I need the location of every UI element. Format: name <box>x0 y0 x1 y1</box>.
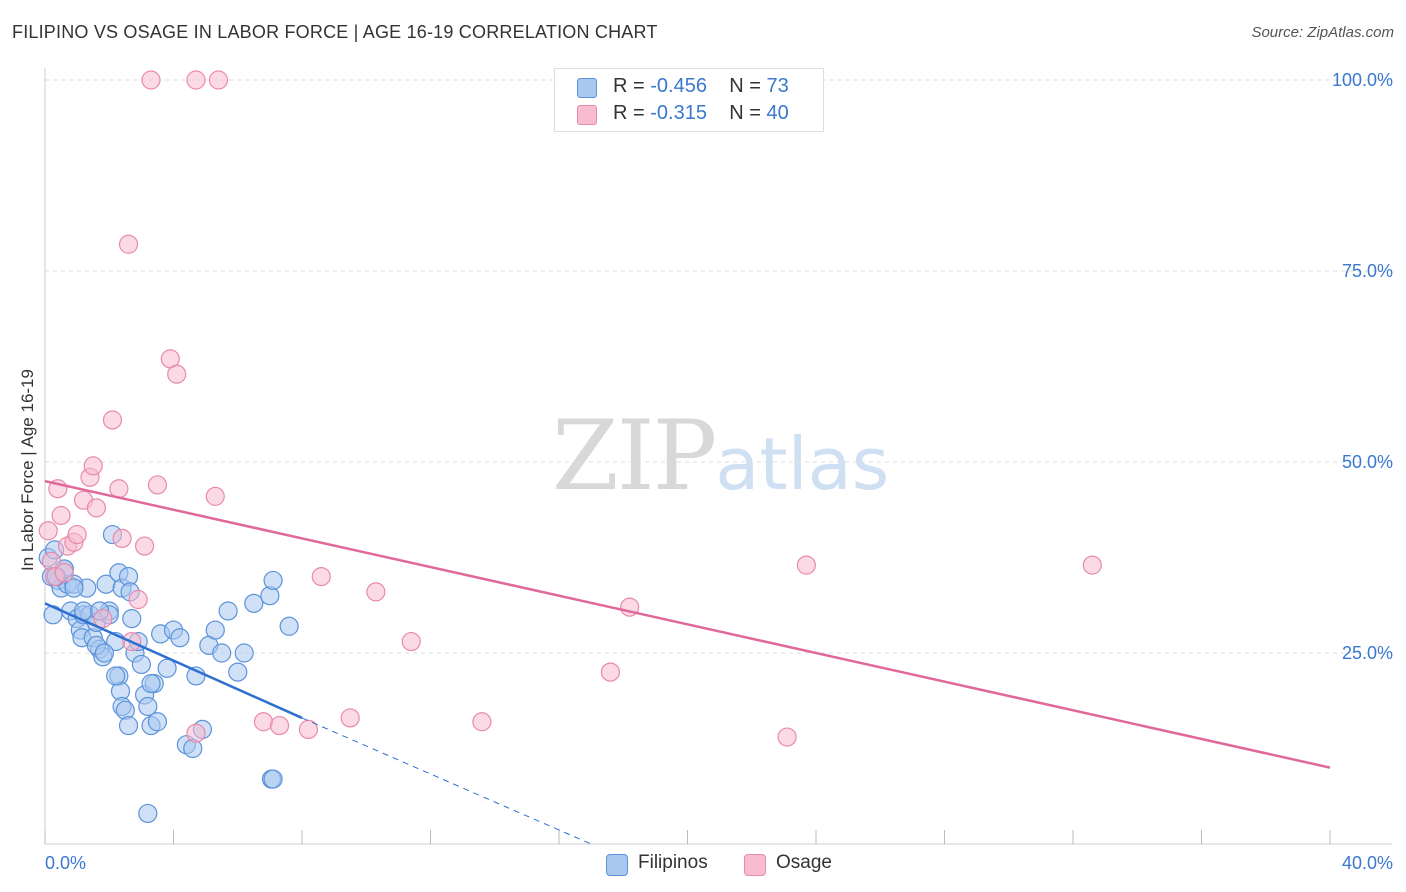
filipinos-point <box>94 643 115 663</box>
r-label: R = <box>613 102 645 124</box>
n-label: N = <box>729 75 761 97</box>
osage-point <box>401 631 421 652</box>
osage-point <box>83 456 103 476</box>
osage-point <box>54 563 74 583</box>
filipinos-point <box>244 593 264 613</box>
filipinos-point <box>234 643 254 663</box>
osage-point <box>205 486 225 506</box>
osage-point <box>777 727 797 747</box>
filipinos-point <box>138 696 158 717</box>
filipinos-trend-line <box>44 602 303 720</box>
series-legend: Filipinos Osage <box>0 852 1406 878</box>
filipinos-point <box>205 620 225 640</box>
filipinos-point <box>263 570 283 591</box>
filipinos-point <box>141 673 161 694</box>
osage-point <box>51 505 71 526</box>
osage-point <box>141 70 161 90</box>
legend-label-osage: Osage <box>776 852 832 873</box>
y-tick-label: 100.0% <box>1332 70 1393 90</box>
watermark-atlas: atlas <box>715 422 890 506</box>
r-value: -0.315 <box>650 102 707 124</box>
r-label: R = <box>613 75 645 97</box>
filipinos-point <box>170 628 190 648</box>
y-axis-label: In Labor Force | Age 16-19 <box>18 369 37 571</box>
y-tick-label: 25.0% <box>1342 643 1393 663</box>
osage-point <box>128 589 148 610</box>
osage-point <box>796 555 816 575</box>
filipinos-point <box>218 601 238 621</box>
filipinos-point <box>263 769 283 789</box>
osage-point <box>167 364 187 384</box>
osage-point <box>1082 555 1102 575</box>
osage-point <box>186 70 206 90</box>
filipinos-point <box>279 616 299 636</box>
filipinos-point <box>228 662 248 682</box>
osage-swatch <box>577 105 597 125</box>
filipinos-point <box>106 666 126 686</box>
osage-point <box>269 715 290 736</box>
osage-point <box>118 234 139 254</box>
filipinos-point <box>64 578 84 598</box>
osage-point <box>93 609 113 629</box>
x-tick-label: 40.0% <box>1342 853 1393 873</box>
watermark: ZIPatlas <box>552 400 889 512</box>
osage-point <box>86 498 107 518</box>
osage-point <box>102 410 123 430</box>
osage-trend-line <box>44 479 1331 769</box>
correlation-legend: R = -0.456 N = 73 R = -0.315 N = 40 <box>554 68 824 132</box>
filipinos-point <box>157 658 177 678</box>
osage-legend-swatch <box>744 854 766 876</box>
filipinos-legend-swatch <box>606 854 628 876</box>
osage-point <box>253 712 274 732</box>
x-tick-label: 0.0% <box>45 853 86 873</box>
osage-point <box>298 719 319 740</box>
n-label: N = <box>729 102 761 124</box>
osage-point <box>208 70 229 90</box>
filipinos-trend-extension <box>301 717 592 845</box>
y-tick-label: 75.0% <box>1342 261 1393 281</box>
n-value: 73 <box>766 75 789 97</box>
osage-point <box>67 524 87 545</box>
osage-point <box>600 662 621 682</box>
osage-point <box>366 582 386 602</box>
filipinos-point <box>147 712 168 732</box>
osage-point <box>147 475 168 495</box>
filipinos-swatch <box>577 78 597 98</box>
filipinos-point <box>212 643 232 663</box>
osage-point <box>134 536 155 556</box>
legend-label-filipinos: Filipinos <box>638 852 708 873</box>
watermark-zip: ZIP <box>552 400 717 512</box>
filipinos-point <box>131 654 151 675</box>
filipinos-point <box>122 609 142 629</box>
n-value: 40 <box>766 102 789 124</box>
osage-point <box>112 528 132 549</box>
y-tick-label: 50.0% <box>1342 452 1393 472</box>
osage-point <box>340 708 360 728</box>
source-label: Source: ZipAtlas.com <box>1251 24 1394 41</box>
osage-point <box>38 521 58 541</box>
osage-point <box>186 723 206 743</box>
r-value: -0.456 <box>650 75 707 97</box>
osage-point <box>472 712 492 732</box>
chart-title: FILIPINO VS OSAGE IN LABOR FORCE | AGE 1… <box>12 22 658 42</box>
osage-point <box>311 566 331 587</box>
filipinos-point <box>118 715 139 736</box>
filipinos-point <box>138 803 158 824</box>
